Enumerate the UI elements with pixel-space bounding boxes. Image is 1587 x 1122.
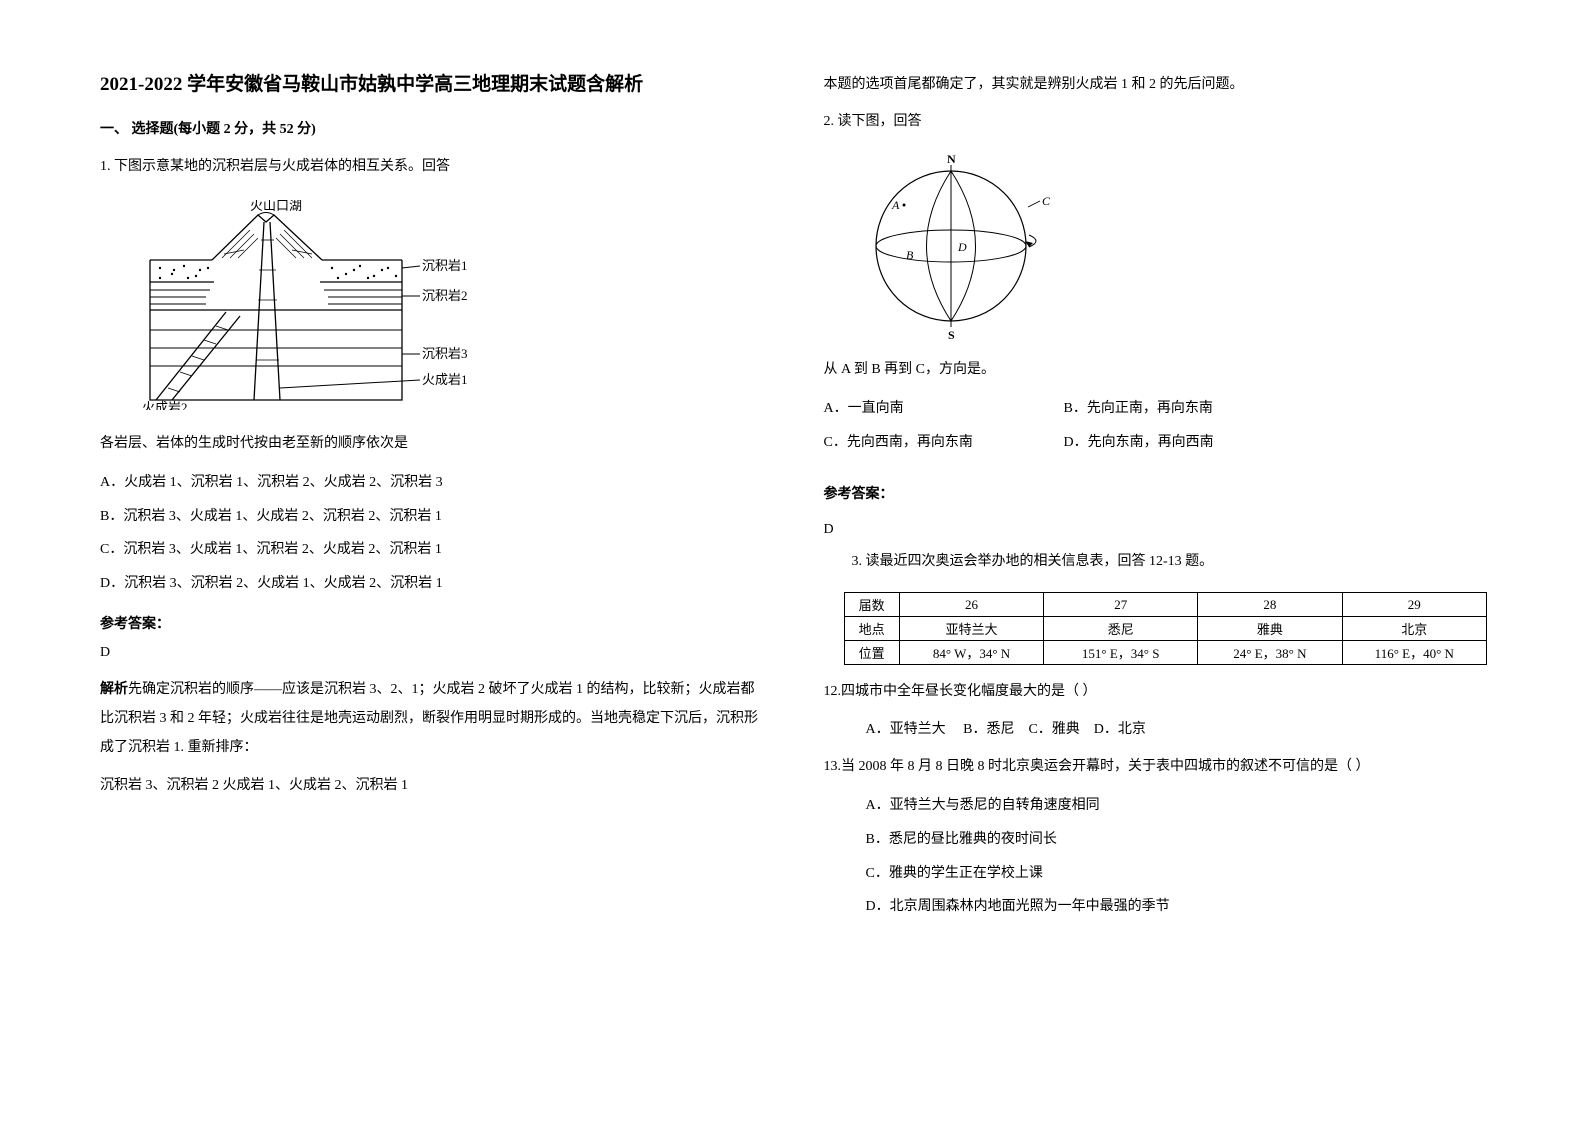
q13-option-a: A．亚特兰大与悉尼的自转角速度相同	[866, 789, 1488, 823]
left-column: 2021-2022 学年安徽省马鞍山市姑孰中学高三地理期末试题含解析 一、 选择…	[100, 70, 764, 1082]
td-sydney: 悉尼	[1044, 617, 1198, 641]
q2-option-c: C．先向西南，再向东南	[824, 426, 1064, 460]
globe-diagram: N S A B D C	[846, 151, 1488, 341]
q1-answer: D	[100, 645, 764, 661]
sed3-label: 沉积岩3	[422, 346, 468, 361]
td-pos-atlanta: 84° W，34° N	[899, 641, 1043, 665]
q2-option-d: D．先向东南，再向西南	[1064, 426, 1214, 460]
td-pos-beijing: 116° E，40° N	[1342, 641, 1486, 665]
q1-explanation: 解析先确定沉积岩的顺序——应该是沉积岩 3、2、1；火成岩 2 破坏了火成岩 1…	[100, 675, 764, 763]
globe-n-label: N	[947, 152, 956, 166]
td-pos-sydney: 151° E，34° S	[1044, 641, 1198, 665]
sed1-label: 沉积岩1	[422, 258, 468, 273]
right-column: 本题的选项首尾都确定了，其实就是辨别火成岩 1 和 2 的先后问题。 2. 读下…	[824, 70, 1488, 1082]
sed2-label: 沉积岩2	[422, 288, 468, 303]
globe-c-label: C	[1042, 194, 1051, 208]
q1-stem: 1. 下图示意某地的沉积岩层与火成岩体的相互关系。回答	[100, 152, 764, 181]
q3-stem: 3. 读最近四次奥运会举办地的相关信息表，回答 12-13 题。	[852, 547, 1488, 576]
table-row: 地点 亚特兰大 悉尼 雅典 北京	[844, 617, 1487, 641]
table-row: 位置 84° W，34° N 151° E，34° S 24° E，38° N …	[844, 641, 1487, 665]
answer-label-2: 参考答案：	[824, 483, 1488, 503]
globe-a-label: A	[891, 198, 900, 212]
answer-label-1: 参考答案：	[100, 613, 764, 633]
q13-option-d: D．北京周围森林内地面光照为一年中最强的季节	[866, 890, 1488, 924]
q1-option-d: D．沉积岩 3、沉积岩 2、火成岩 1、火成岩 2、沉积岩 1	[100, 567, 764, 601]
q1-tail-note: 本题的选项首尾都确定了，其实就是辨别火成岩 1 和 2 的先后问题。	[824, 70, 1488, 99]
th-session: 届数	[844, 593, 899, 617]
q1-sub-stem: 各岩层、岩体的生成时代按由老至新的顺序依次是	[100, 429, 764, 458]
q12-options: A．亚特兰大 B．悉尼 C．雅典 D．北京	[866, 715, 1488, 744]
q1-explain-line2: 沉积岩 3、沉积岩 2 火成岩 1、火成岩 2、沉积岩 1	[100, 771, 764, 800]
th-28: 28	[1198, 593, 1342, 617]
q12-stem: 12.四城市中全年昼长变化幅度最大的是（ ）	[824, 677, 1488, 706]
td-pos-athens: 24° E，38° N	[1198, 641, 1342, 665]
ig1-label: 火成岩1	[422, 372, 468, 387]
q1-explain-text: 先确定沉积岩的顺序——应该是沉积岩 3、2、1；火成岩 2 破坏了火成岩 1 的…	[100, 682, 758, 756]
q2-options-row1: A．一直向南 B．先向正南，再向东南	[824, 392, 1488, 426]
crater-lake-label: 火山口湖	[250, 200, 302, 213]
explain-label: 解析	[100, 682, 128, 697]
td-atlanta: 亚特兰大	[899, 617, 1043, 641]
table-header-row: 届数 26 27 28 29	[844, 593, 1487, 617]
globe-b-label: B	[906, 248, 914, 262]
globe-d-label: D	[957, 240, 967, 254]
document-title: 2021-2022 学年安徽省马鞍山市姑孰中学高三地理期末试题含解析	[100, 70, 764, 100]
td-beijing: 北京	[1342, 617, 1486, 641]
globe-s-label: S	[948, 328, 955, 341]
td-place-label: 地点	[844, 617, 899, 641]
olympic-table: 届数 26 27 28 29 地点 亚特兰大 悉尼 雅典 北京 位置 84° W…	[844, 592, 1488, 665]
q13-option-b: B．悉尼的昼比雅典的夜时间长	[866, 823, 1488, 857]
q13-stem: 13.当 2008 年 8 月 8 日晚 8 时北京奥运会开幕时，关于表中四城市…	[824, 752, 1488, 781]
q2-answer: D	[824, 515, 1488, 544]
q1-option-c: C．沉积岩 3、火成岩 1、沉积岩 2、火成岩 2、沉积岩 1	[100, 533, 764, 567]
q2-sub-stem: 从 A 到 B 再到 C，方向是。	[824, 355, 1488, 384]
q2-option-a: A．一直向南	[824, 392, 1064, 426]
q1-option-a: A．火成岩 1、沉积岩 1、沉积岩 2、火成岩 2、沉积岩 3	[100, 466, 764, 500]
section-1-heading: 一、 选择题(每小题 2 分，共 52 分)	[100, 118, 764, 138]
th-26: 26	[899, 593, 1043, 617]
th-27: 27	[1044, 593, 1198, 617]
q2-options-row2: C．先向西南，再向东南 D．先向东南，再向西南	[824, 426, 1488, 460]
q13-option-c: C．雅典的学生正在学校上课	[866, 857, 1488, 891]
strata-diagram: 火山口湖 沉积岩1 沉积岩2 沉积岩3 火成岩1 火成岩2	[142, 200, 764, 415]
q2-stem: 2. 读下图，回答	[824, 107, 1488, 136]
th-29: 29	[1342, 593, 1486, 617]
ig2-label: 火成岩2	[142, 400, 188, 410]
q2-option-b: B．先向正南，再向东南	[1064, 392, 1213, 426]
td-athens: 雅典	[1198, 617, 1342, 641]
td-pos-label: 位置	[844, 641, 899, 665]
q1-option-b: B．沉积岩 3、火成岩 1、火成岩 2、沉积岩 2、沉积岩 1	[100, 500, 764, 534]
